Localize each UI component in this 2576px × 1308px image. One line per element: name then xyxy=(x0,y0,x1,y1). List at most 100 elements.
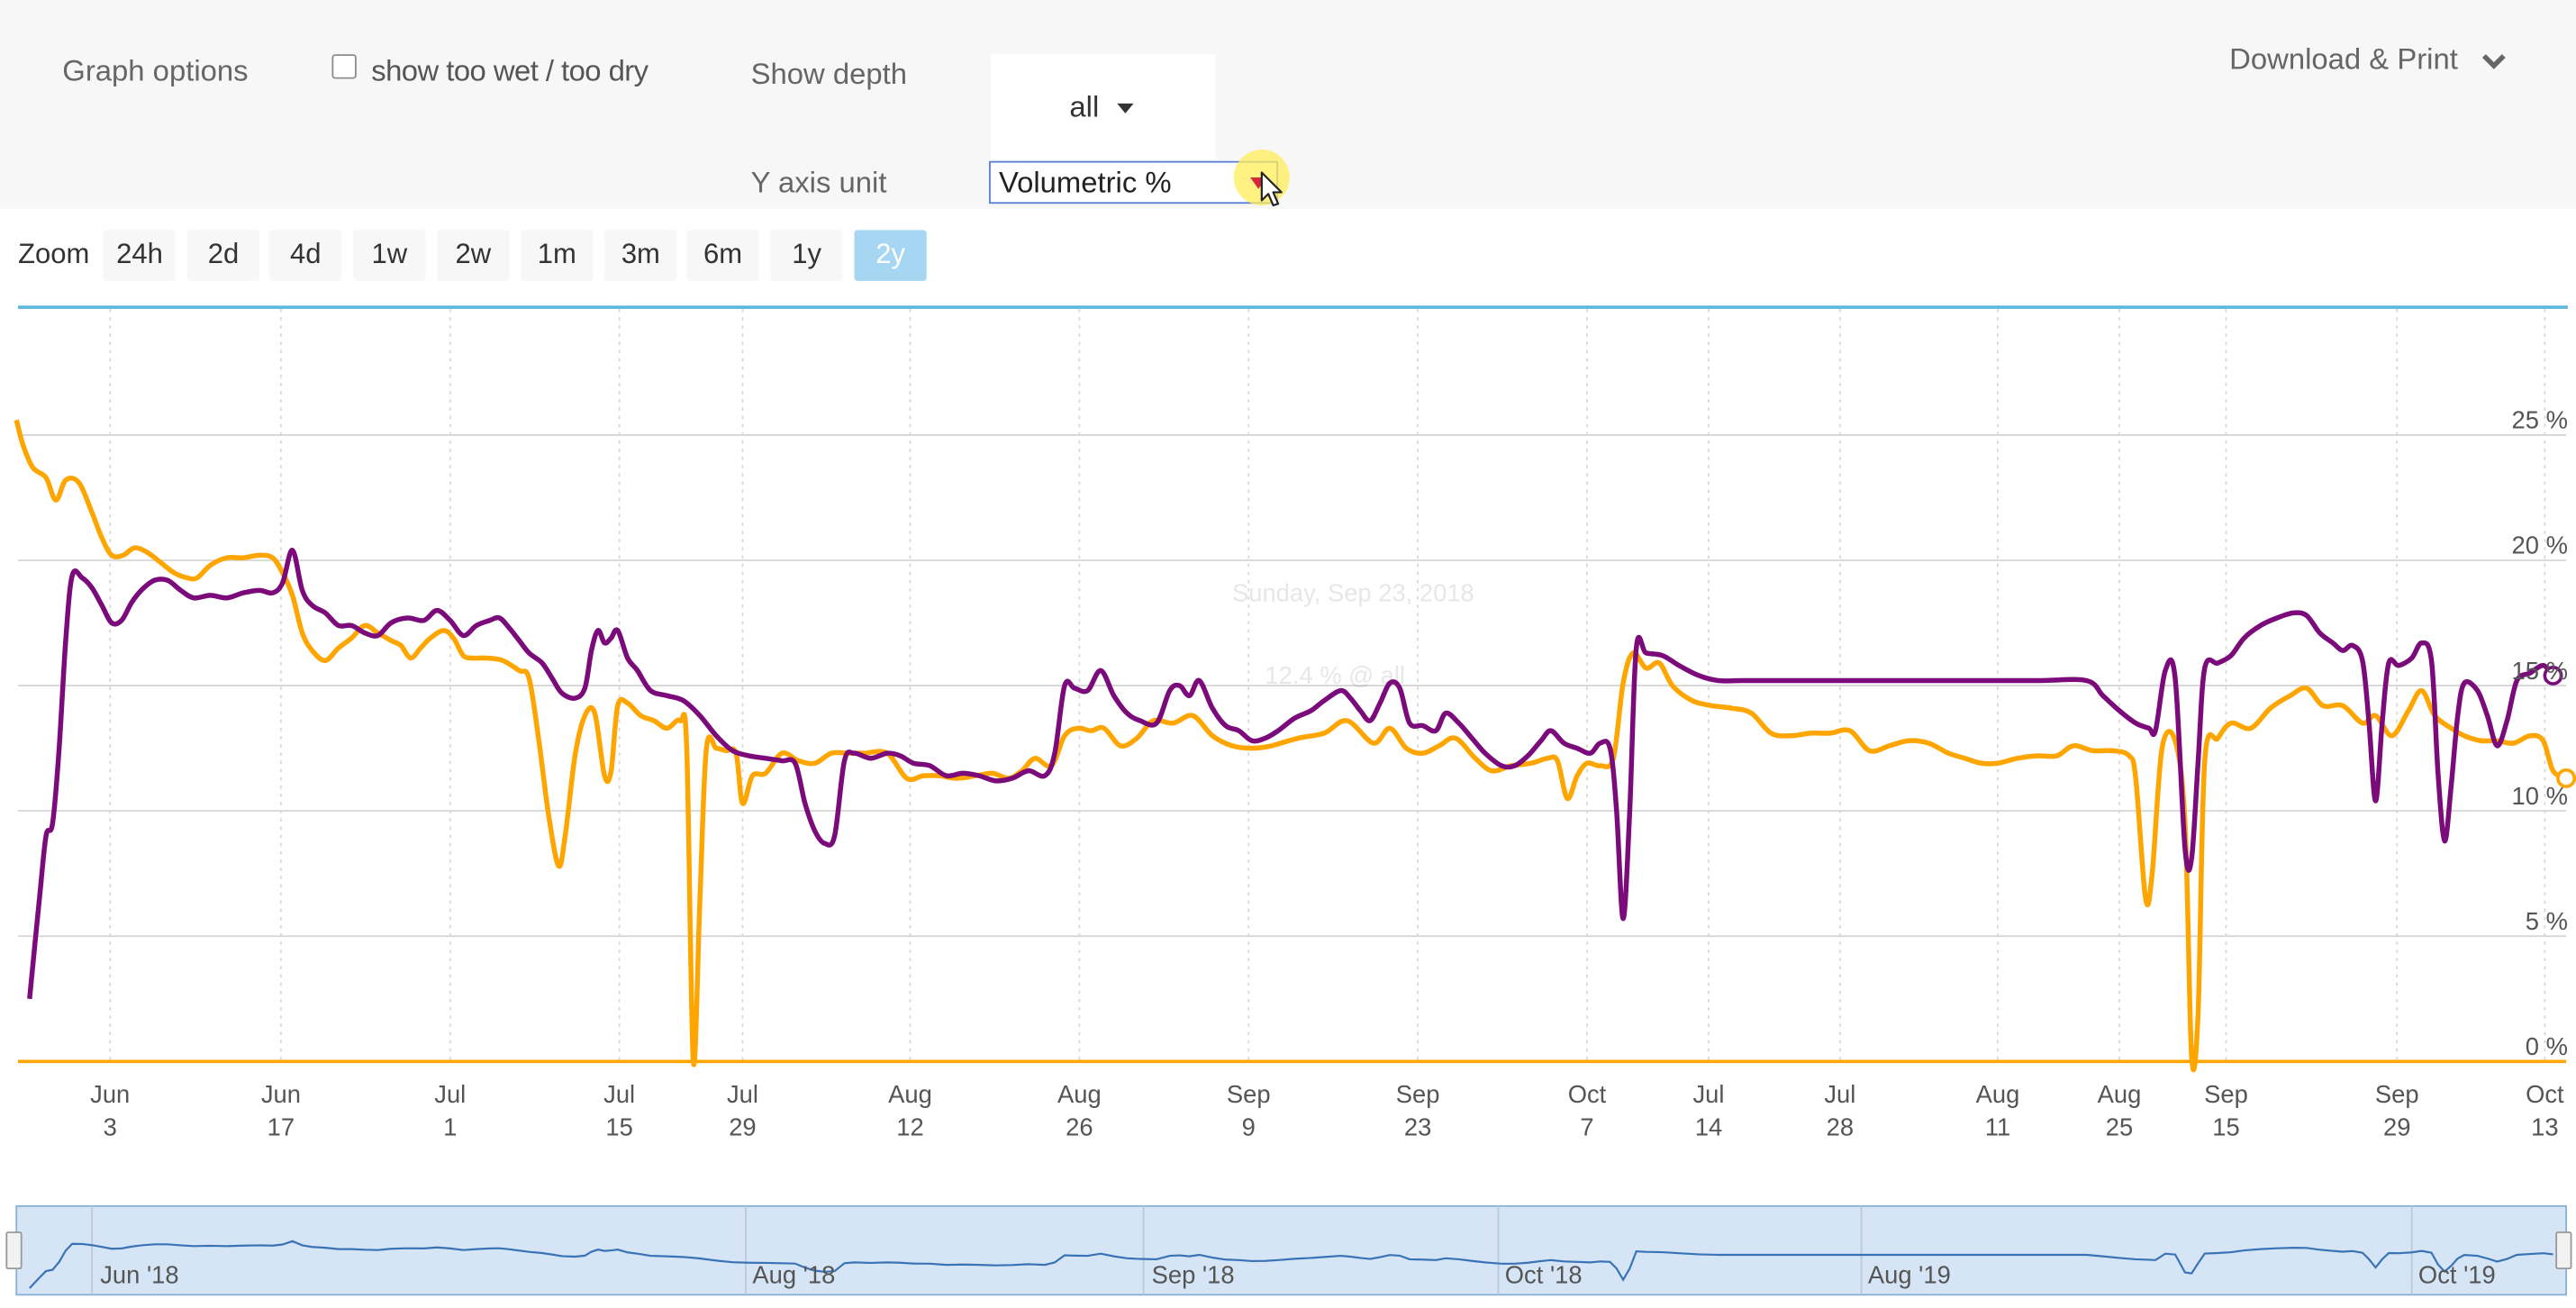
x-tick-label: Aug 25 xyxy=(2098,1080,2142,1140)
svg-text:25: 25 xyxy=(2106,1113,2133,1140)
x-tick-label: Oct 7 xyxy=(1568,1080,1607,1140)
y-tick-label: 15 % xyxy=(2512,657,2568,685)
svg-text:Aug: Aug xyxy=(888,1080,932,1108)
zoom-button-6m[interactable]: 6m xyxy=(686,230,759,281)
zoom-button-1y[interactable]: 1y xyxy=(770,230,843,281)
svg-text:12: 12 xyxy=(896,1113,923,1140)
x-tick-label: Sep 23 xyxy=(1396,1080,1440,1140)
x-tick-label: Jul 15 xyxy=(603,1080,635,1140)
zoom-button-3m[interactable]: 3m xyxy=(604,230,677,281)
svg-text:Jul: Jul xyxy=(603,1080,635,1108)
svg-text:15: 15 xyxy=(605,1113,632,1140)
ghost-tooltip-value: 12.4 % @ all xyxy=(1265,661,1405,689)
x-tick-label: Aug 12 xyxy=(888,1080,932,1140)
x-tick-label: Sep 9 xyxy=(1227,1080,1271,1140)
x-tick-label: Sep 15 xyxy=(2204,1080,2248,1140)
navigator-series xyxy=(29,1240,2553,1289)
zoom-button-1m[interactable]: 1m xyxy=(521,230,594,281)
zoom-button-2d[interactable]: 2d xyxy=(186,230,260,281)
mouse-pointer-icon xyxy=(1260,171,1283,207)
svg-text:Aug: Aug xyxy=(1057,1080,1102,1108)
too-wet-too-dry-label[interactable]: show too wet / too dry xyxy=(371,54,649,87)
depth-dropdown[interactable] xyxy=(990,54,1216,159)
y-axis-unit-select[interactable]: Volumetric % xyxy=(989,160,1279,204)
svg-text:14: 14 xyxy=(1695,1113,1722,1140)
x-tick-label: Aug 26 xyxy=(1057,1080,1102,1140)
svg-text:1: 1 xyxy=(443,1113,457,1140)
y-tick-label: 25 % xyxy=(2512,406,2568,434)
too-wet-too-dry-checkbox[interactable] xyxy=(331,54,357,79)
svg-text:Sep: Sep xyxy=(1227,1080,1271,1108)
navigator-date-label: Sep '18 xyxy=(1152,1261,1235,1289)
svg-text:7: 7 xyxy=(1580,1113,1593,1140)
zoom-button-24h[interactable]: 24h xyxy=(103,230,177,281)
series-line-2 xyxy=(27,548,2555,1000)
navigator-date-label: Aug '18 xyxy=(752,1261,835,1289)
zoom-button-2y[interactable]: 2y xyxy=(854,230,927,281)
svg-text:Sep: Sep xyxy=(2204,1080,2248,1108)
x-tick-label: Jul 28 xyxy=(1824,1080,1855,1140)
svg-text:3: 3 xyxy=(104,1113,117,1140)
series-line-1 xyxy=(14,419,2568,1073)
svg-text:Oct: Oct xyxy=(2526,1080,2564,1108)
zoom-button-2w[interactable]: 2w xyxy=(437,230,510,281)
zoom-button-4d[interactable]: 4d xyxy=(269,230,342,281)
zoom-button-1w[interactable]: 1w xyxy=(353,230,426,281)
svg-text:Jun: Jun xyxy=(90,1080,130,1108)
svg-text:Jul: Jul xyxy=(1824,1080,1855,1108)
y-tick-label: 10 % xyxy=(2512,782,2568,810)
x-tick-label: Oct 13 xyxy=(2526,1080,2564,1140)
x-tick-label: Aug 11 xyxy=(1976,1080,2020,1140)
svg-text:15: 15 xyxy=(2212,1113,2239,1140)
x-tick-label: Jul 29 xyxy=(727,1080,758,1140)
navigator-left-handle[interactable] xyxy=(5,1231,23,1270)
svg-text:Jul: Jul xyxy=(727,1080,758,1108)
navigator-date-label: Oct '18 xyxy=(1505,1261,1583,1289)
svg-text:Jun: Jun xyxy=(261,1080,301,1108)
ghost-tooltip-date: Sunday, Sep 23, 2018 xyxy=(1232,579,1474,607)
depth-value[interactable]: all xyxy=(1069,90,1100,123)
x-tick-label: Jun 3 xyxy=(90,1080,130,1140)
series-end-marker xyxy=(2543,665,2563,686)
y-tick-label: 20 % xyxy=(2512,531,2568,559)
graph-options-title: Graph options xyxy=(62,54,249,87)
svg-text:Sep: Sep xyxy=(1396,1080,1440,1108)
y-tick-label: 0 % xyxy=(2526,1032,2568,1060)
show-depth-label: Show depth xyxy=(750,57,907,91)
svg-text:13: 13 xyxy=(2531,1113,2558,1140)
navigator-date-label: Aug '19 xyxy=(1868,1261,1951,1289)
y-axis-unit-label: Y axis unit xyxy=(750,166,887,199)
x-tick-label: Jul 1 xyxy=(434,1080,466,1140)
download-print-button[interactable]: Download & Print xyxy=(2229,42,2458,76)
svg-text:Jul: Jul xyxy=(434,1080,466,1108)
x-tick-label: Sep 29 xyxy=(2375,1080,2419,1140)
svg-text:29: 29 xyxy=(2383,1113,2410,1140)
x-tick-label: Jun 17 xyxy=(261,1080,301,1140)
zoom-label: Zoom xyxy=(18,238,90,270)
navigator-date-label: Jun '18 xyxy=(100,1261,178,1289)
navigator-range[interactable] xyxy=(15,1204,2568,1296)
svg-text:11: 11 xyxy=(1985,1113,2010,1140)
chart-top-border xyxy=(18,305,2568,309)
y-axis-unit-value[interactable]: Volumetric % xyxy=(998,166,1172,199)
y-tick-label: 5 % xyxy=(2526,907,2568,935)
svg-text:28: 28 xyxy=(1827,1113,1854,1140)
series-end-marker xyxy=(2556,768,2576,788)
svg-text:29: 29 xyxy=(729,1113,756,1140)
svg-text:23: 23 xyxy=(1404,1113,1431,1140)
chevron-down-icon[interactable] xyxy=(1117,103,1134,114)
svg-text:26: 26 xyxy=(1066,1113,1093,1140)
svg-text:Aug: Aug xyxy=(1976,1080,2020,1108)
svg-text:9: 9 xyxy=(1242,1113,1256,1140)
svg-text:17: 17 xyxy=(268,1113,295,1140)
svg-text:Oct: Oct xyxy=(1568,1080,1607,1108)
navigator-date-label: Oct '19 xyxy=(2418,1261,2496,1289)
x-tick-label: Jul 14 xyxy=(1692,1080,1724,1140)
svg-text:Aug: Aug xyxy=(2098,1080,2142,1108)
chevron-down-icon[interactable] xyxy=(2481,52,2507,72)
navigator-right-handle[interactable] xyxy=(2555,1231,2572,1270)
svg-text:Sep: Sep xyxy=(2375,1080,2419,1108)
svg-text:Jul: Jul xyxy=(1692,1080,1724,1108)
